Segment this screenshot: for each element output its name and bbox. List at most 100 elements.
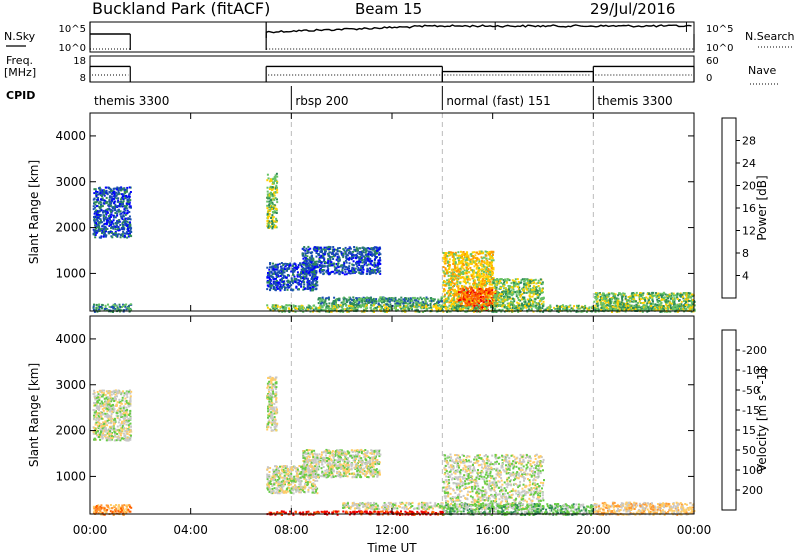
scatter-cell — [462, 267, 465, 270]
scatter-cell — [307, 266, 310, 269]
scatter-cell — [557, 311, 560, 313]
scatter-cell — [94, 203, 97, 206]
scatter-cell — [495, 298, 498, 301]
scatter-cell — [354, 300, 357, 303]
scatter-cell — [365, 273, 368, 275]
scatter-cell — [379, 304, 382, 307]
scatter-cell — [600, 308, 603, 311]
scatter-cell — [356, 256, 359, 259]
scatter-cell — [110, 199, 113, 202]
scatter-cell — [488, 254, 491, 257]
scatter-cell — [517, 285, 519, 288]
scatter-cell — [523, 296, 526, 299]
scatter-cell — [103, 223, 105, 226]
scatter-cell — [119, 210, 122, 213]
scatter-cell — [115, 210, 118, 213]
scatter-cell — [532, 281, 535, 284]
scatter-cell — [461, 297, 464, 300]
scatter-cell — [129, 221, 131, 224]
scatter-cell — [378, 305, 380, 308]
scatter-cell — [391, 297, 394, 300]
scatter-cell — [268, 213, 271, 215]
scatter-cell — [283, 289, 286, 291]
scatter-cell — [466, 291, 469, 294]
scatter-cell — [122, 235, 124, 238]
scatter-cell — [490, 256, 493, 259]
scatter-cell — [347, 257, 350, 260]
scatter-cell — [109, 218, 111, 221]
scatter-cell — [355, 262, 358, 265]
scatter-cell — [503, 304, 506, 307]
freq-lines — [89, 65, 695, 82]
scatter-cell — [304, 249, 307, 252]
scatter-cell — [300, 307, 303, 310]
scatter-cell — [489, 271, 492, 274]
scatter-cell — [414, 299, 417, 302]
scatter-cell — [364, 297, 367, 300]
scatter-cell — [502, 301, 505, 304]
scatter-cell — [524, 302, 527, 305]
scatter-cell — [517, 280, 520, 283]
scatter-cell — [467, 268, 470, 271]
scatter-cell — [465, 287, 468, 290]
scatter-cell — [661, 307, 663, 310]
scatter-cell — [327, 273, 330, 276]
scatter-cell — [487, 278, 490, 281]
scatter-cell — [446, 255, 449, 257]
nave-tick-bottom: 0 — [706, 73, 712, 84]
scatter-cell — [315, 278, 318, 280]
scatter-cell — [378, 271, 381, 274]
scatter-cell — [306, 255, 309, 258]
scatter-cell — [105, 202, 108, 205]
scatter-cell — [292, 263, 295, 266]
scatter-cell — [282, 277, 285, 279]
scatter-cell — [347, 299, 350, 302]
scatter-cell — [93, 192, 96, 195]
scatter-cell — [442, 304, 445, 307]
scatter-cell — [460, 262, 463, 265]
scatter-cell — [525, 306, 528, 309]
scatter-cell — [360, 297, 362, 300]
scatter-cell — [323, 258, 326, 261]
scatter-cell — [322, 269, 325, 271]
scatter-cell — [116, 212, 119, 215]
scatter-cell — [276, 268, 279, 271]
scatter-cell — [526, 298, 529, 301]
scatter-cell — [269, 208, 272, 211]
scatter-cell — [97, 308, 100, 311]
scatter-cell — [523, 298, 526, 301]
scatter-cell — [95, 303, 98, 306]
scatter-cell — [117, 197, 120, 200]
scatter-cell — [275, 209, 278, 212]
scatter-cell — [475, 285, 477, 288]
scatter-cell — [291, 289, 294, 292]
scatter-cell — [278, 281, 281, 284]
scatter-cell — [269, 185, 272, 188]
scatter-cell — [320, 248, 323, 251]
scatter-cell — [126, 209, 129, 212]
scatter-cell — [479, 296, 482, 298]
scatter-cell — [573, 305, 576, 308]
scatter-cell — [266, 213, 269, 215]
scatter-cell — [303, 277, 306, 280]
scatter-cell — [361, 258, 364, 261]
scatter-cell — [295, 285, 298, 288]
scatter-cell — [99, 221, 102, 224]
scatter-cell — [282, 281, 285, 283]
scatter-cell — [122, 226, 125, 229]
scatter-cell — [385, 303, 388, 306]
scatter-cell — [301, 252, 304, 255]
scatter-cell — [114, 303, 116, 306]
scatter-cell — [510, 282, 513, 285]
scatter-cell — [481, 257, 484, 260]
scatter-cell — [434, 302, 437, 305]
scatter-cell — [310, 270, 313, 273]
scatter-cell — [454, 288, 456, 291]
scatter-cell — [361, 250, 364, 253]
scatter-cell — [270, 217, 273, 219]
scatter-cell — [476, 283, 479, 286]
scatter-cell — [317, 298, 320, 301]
scatter-cell — [125, 232, 128, 235]
scatter-cell — [99, 218, 102, 221]
scatter-cell — [468, 294, 471, 297]
